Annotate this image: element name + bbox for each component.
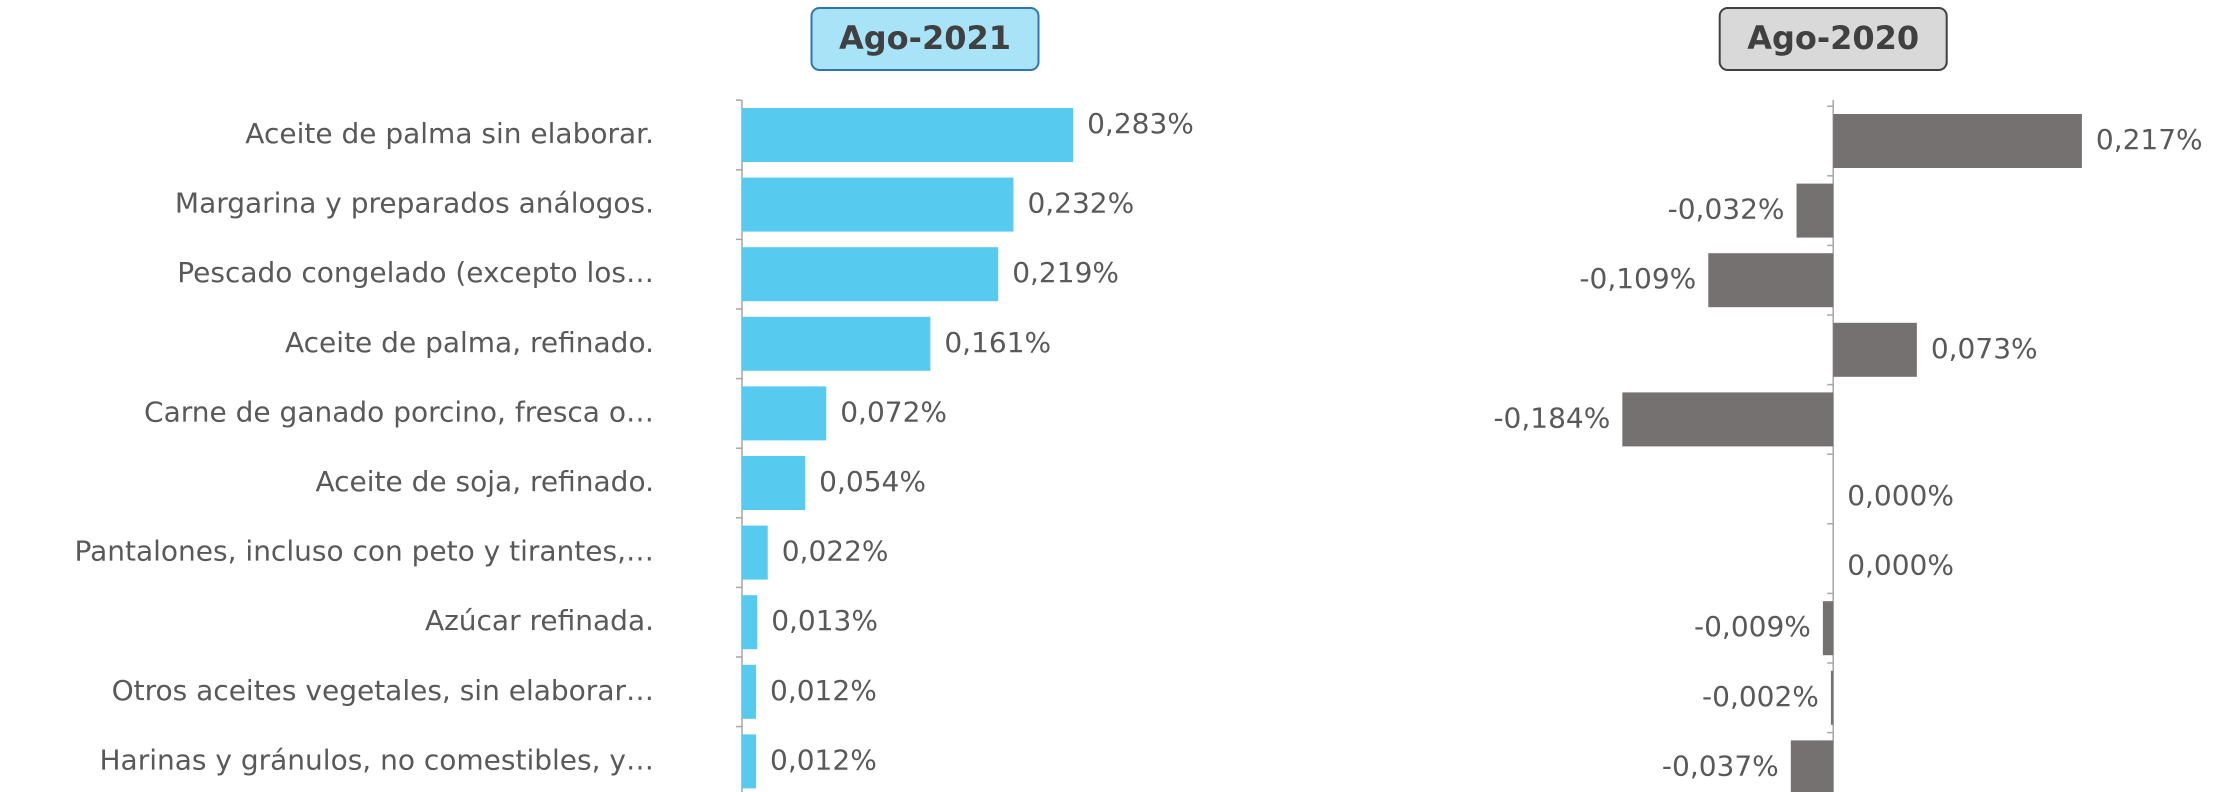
category-label: Margarina y preparados análogos.: [175, 187, 654, 220]
value-label: 0,022%: [782, 535, 889, 568]
bar: [1796, 183, 1834, 238]
value-label: 0,072%: [840, 395, 947, 428]
value-label: 0,054%: [819, 465, 926, 498]
category-label: Aceite de soja, refinado.: [315, 465, 654, 498]
bar: [742, 456, 806, 510]
value-label: -0,037%: [1662, 749, 1779, 782]
category-label: Aceite de palma sin elaborar.: [245, 117, 654, 150]
value-label: 0,012%: [770, 743, 877, 776]
bar: [742, 108, 1074, 162]
bar: [1790, 740, 1834, 792]
chart-title: Ago-2020: [1747, 19, 1919, 57]
category-label: Carne de ganado porcino, fresca o…: [144, 395, 654, 428]
value-label: 0,217%: [2096, 123, 2203, 156]
category-label: Pescado congelado (excepto los…: [177, 256, 654, 289]
bar: [742, 247, 999, 302]
bar: [1822, 601, 1834, 656]
bar: [1830, 670, 1834, 725]
value-label: -0,109%: [1579, 262, 1696, 295]
bar: [742, 177, 1014, 232]
bar: [742, 386, 827, 441]
category-label: Harinas y gránulos, no comestibles, y…: [100, 743, 655, 776]
value-label: 0,000%: [1847, 479, 1954, 512]
value-label: 0,073%: [1931, 332, 2038, 365]
value-label: 0,012%: [770, 674, 877, 707]
bar: [742, 316, 931, 371]
value-label: 0,283%: [1087, 107, 1194, 140]
value-label: -0,032%: [1668, 193, 1785, 226]
bar: [742, 595, 758, 650]
category-label: Aceite de palma, refinado.: [285, 326, 654, 359]
bar: [742, 664, 757, 719]
title-box: [810, 7, 1040, 71]
title-box: [1718, 7, 1948, 71]
bar: [1833, 114, 2082, 168]
value-label: 0,013%: [771, 604, 878, 637]
bar: [1622, 392, 1834, 447]
bar: [742, 734, 757, 789]
value-label: -0,009%: [1694, 610, 1811, 643]
value-label: 0,161%: [944, 326, 1051, 359]
bar: [742, 525, 768, 580]
value-label: 0,232%: [1027, 187, 1134, 220]
bar: [1708, 253, 1834, 308]
value-label: -0,002%: [1702, 680, 1819, 713]
value-label: -0,184%: [1493, 401, 1610, 434]
category-label: Pantalones, incluso con peto y tirantes,…: [74, 535, 654, 568]
bar: [1833, 322, 1917, 377]
category-label: Azúcar refinada.: [425, 604, 654, 637]
value-label: 0,219%: [1012, 256, 1119, 289]
category-label: Otros aceites vegetales, sin elaborar…: [112, 674, 654, 707]
chart-title: Ago-2021: [839, 19, 1011, 57]
value-label: 0,000%: [1847, 549, 1954, 582]
